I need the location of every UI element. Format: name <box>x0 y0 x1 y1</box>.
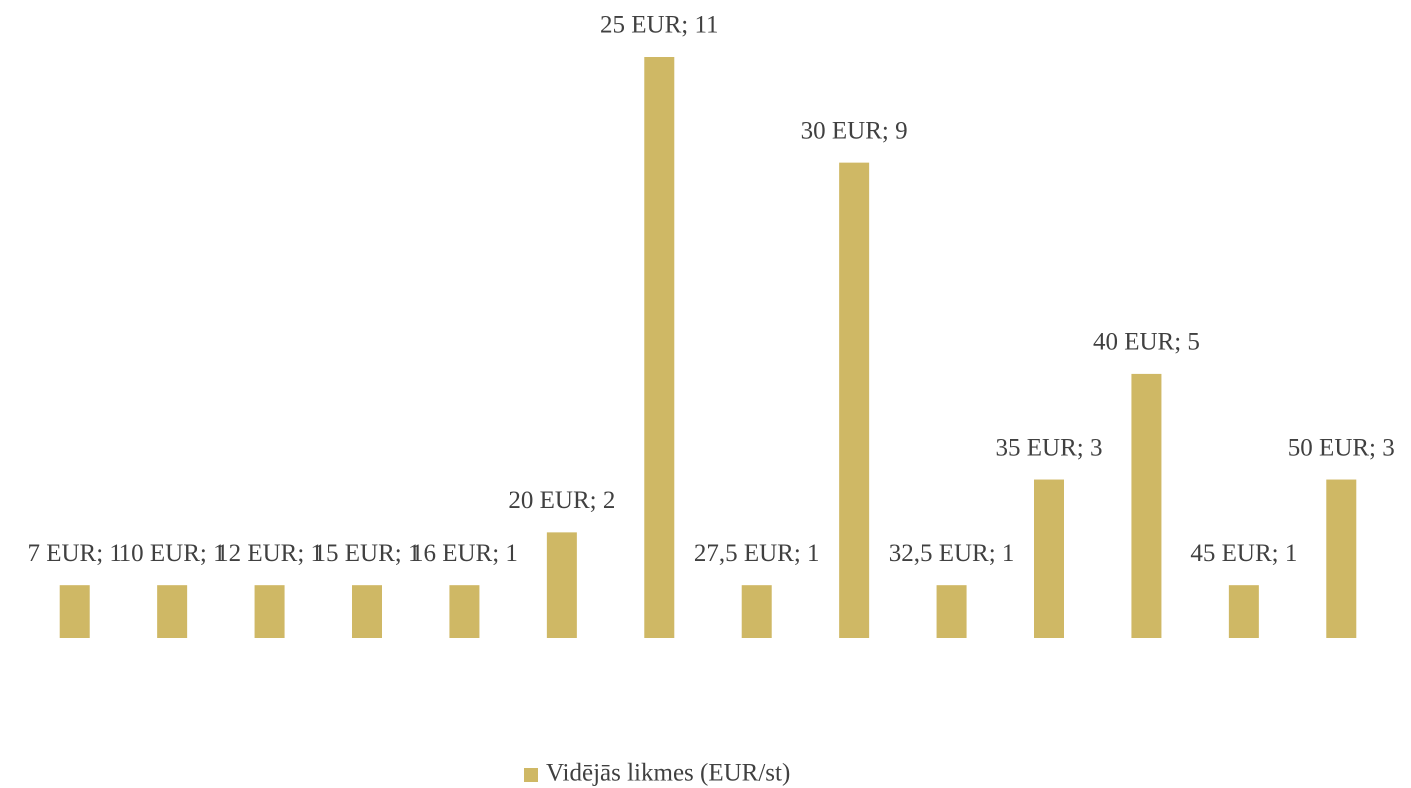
data-label: 25 EUR; 11 <box>600 12 719 39</box>
data-label: 20 EUR; 2 <box>508 487 615 514</box>
bar <box>352 585 382 638</box>
data-label: 30 EUR; 9 <box>801 117 908 144</box>
data-label: 15 EUR; 1 <box>314 540 421 567</box>
bar <box>157 585 188 638</box>
data-label: 27,5 EUR; 1 <box>694 540 820 567</box>
bar <box>1326 479 1357 638</box>
data-label: 45 EUR; 1 <box>1190 540 1297 567</box>
bar <box>1034 479 1064 638</box>
bar <box>1228 585 1259 638</box>
bar <box>1131 373 1162 638</box>
bar <box>546 532 577 638</box>
bar <box>254 585 285 638</box>
bar <box>644 57 675 638</box>
bar <box>839 162 870 639</box>
bar <box>936 585 967 638</box>
data-label: 50 EUR; 3 <box>1288 434 1395 461</box>
data-label: 12 EUR; 1 <box>216 540 323 567</box>
bar <box>741 585 772 638</box>
data-label: 35 EUR; 3 <box>996 434 1103 461</box>
bar <box>449 585 480 638</box>
data-label: 7 EUR; 1 <box>27 540 121 567</box>
bar <box>59 585 90 638</box>
legend-swatch <box>524 768 538 782</box>
data-label: 10 EUR; 1 <box>119 540 226 567</box>
data-label: 40 EUR; 5 <box>1093 329 1200 356</box>
legend-label: Vidējās likmes (EUR/st) <box>546 760 790 787</box>
data-label: 16 EUR; 1 <box>411 540 518 567</box>
data-label: 32,5 EUR; 1 <box>889 540 1015 567</box>
